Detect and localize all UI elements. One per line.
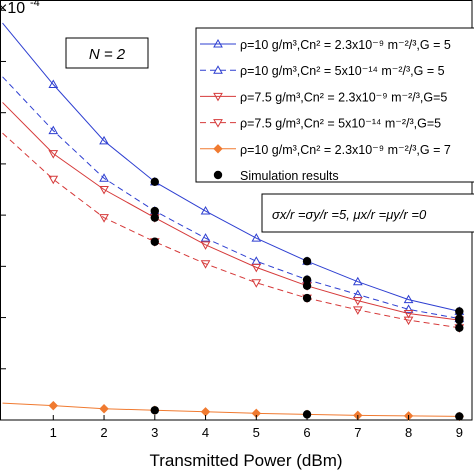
simulation-point	[150, 406, 159, 415]
legend-label: ρ=10 g/m³,Cn² = 5x10⁻¹⁴ m⁻²/³,G = 5	[240, 64, 445, 78]
legend: ρ=10 g/m³,Cn² = 2.3x10⁻⁹ m⁻²/³,G = 5 ρ=10…	[195, 27, 474, 183]
data-point	[251, 263, 262, 273]
simulation-point	[455, 307, 464, 316]
data-point	[403, 294, 414, 304]
data-point	[213, 144, 223, 154]
legend-entry: ρ=10 g/m³,Cn² = 5x10⁻¹⁴ m⁻²/³,G = 5	[200, 64, 445, 78]
y-exponent-base: ×10	[0, 0, 25, 17]
data-point	[403, 304, 414, 313]
legend-entry: ρ=10 g/m³,Cn² = 2.3x10⁻⁹ m⁻²/³,G = 5	[200, 38, 451, 52]
data-point	[403, 309, 414, 319]
simulation-point	[150, 206, 159, 216]
data-point	[48, 125, 59, 135]
simulation-point	[455, 323, 464, 333]
data-point	[99, 404, 109, 414]
series-line	[2, 76, 460, 320]
data-point	[352, 306, 363, 315]
condition-text: σx/r =σy/r =5, μx/r =μy/r =0	[272, 207, 427, 222]
series-line	[2, 132, 460, 329]
simulation-point	[302, 275, 312, 284]
data-point	[251, 256, 262, 265]
simulation-point	[150, 237, 159, 246]
data-point	[213, 65, 223, 74]
simulation-point	[455, 315, 464, 325]
x-tick-label: 2	[100, 425, 107, 440]
x-tick-label: 6	[303, 425, 310, 440]
data-point	[48, 79, 59, 89]
series-5	[2, 400, 465, 422]
x-tick-label: 9	[456, 425, 463, 440]
simulation-point	[150, 213, 159, 222]
data-point	[213, 92, 223, 102]
data-point	[99, 173, 109, 182]
legend-label: ρ=10 g/m³,Cn² = 2.3x10⁻⁹ m⁻²/³,G = 5	[240, 38, 451, 52]
simulation-point	[302, 293, 312, 303]
data-point	[200, 233, 211, 242]
data-point	[48, 175, 59, 185]
data-point	[99, 214, 109, 223]
y-exponent-power: -4	[30, 0, 40, 9]
series-line	[2, 22, 460, 312]
legend-entry: ρ=7.5 g/m³,Cn² = 5x10⁻¹⁴ m⁻²/³,G=5	[200, 117, 441, 131]
legend-label: Simulation results	[240, 169, 339, 183]
data-point	[200, 241, 211, 250]
data-point	[48, 400, 58, 411]
legend-entry: Simulation results	[213, 169, 339, 183]
x-axis: 1 2 3 4 5 6 7 8 9	[50, 415, 463, 440]
data-point	[200, 260, 211, 269]
data-point	[200, 206, 211, 215]
data-point	[213, 119, 223, 128]
legend-label: ρ=7.5 g/m³,Cn² = 2.3x10⁻⁹ m⁻²/³,G=5	[240, 90, 447, 104]
legend-label: ρ=7.5 g/m³,Cn² = 5x10⁻¹⁴ m⁻²/³,G=5	[240, 117, 441, 131]
series-layer	[2, 22, 465, 422]
data-point	[352, 276, 363, 286]
simulation-point	[302, 257, 312, 266]
data-point	[99, 135, 109, 145]
x-tick-label: 8	[405, 425, 412, 440]
data-point	[403, 316, 414, 326]
x-tick-label: 4	[202, 425, 209, 440]
legend-entry: ρ=10 g/m³,Cn² = 2.3x10⁻⁹ m⁻²/³,G = 7	[200, 143, 451, 157]
x-tick-label: 1	[50, 425, 57, 440]
x-tick-label: 5	[253, 425, 260, 440]
simulation-point	[302, 281, 312, 291]
condition-annotation: σx/r =σy/r =5, μx/r =μy/r =0	[261, 193, 474, 233]
data-point	[200, 407, 211, 417]
x-tick-label: 3	[151, 425, 158, 440]
legend-label: ρ=10 g/m³,Cn² = 2.3x10⁻⁹ m⁻²/³,G = 7	[240, 143, 451, 157]
data-point	[99, 186, 109, 195]
simulation-point	[302, 410, 312, 419]
legend-entry: ρ=7.5 g/m³,Cn² = 2.3x10⁻⁹ m⁻²/³,G=5	[200, 90, 447, 104]
data-point	[48, 150, 59, 159]
x-axis-label: Transmitted Power (dBm)	[149, 451, 342, 470]
series-6	[150, 177, 464, 421]
condition-box	[261, 193, 474, 233]
n-annotation-text: N = 2	[89, 46, 126, 63]
data-point	[352, 297, 363, 306]
simulation-point	[213, 170, 223, 180]
data-point	[251, 279, 262, 288]
n-annotation: N = 2	[65, 37, 149, 69]
legend-box	[195, 27, 474, 183]
n-annotation-box	[65, 37, 149, 69]
data-point	[213, 38, 223, 48]
series-line	[2, 102, 460, 321]
simulation-point	[150, 177, 159, 187]
x-tick-label: 7	[354, 425, 361, 440]
series-line	[2, 402, 460, 417]
data-point	[251, 233, 262, 242]
